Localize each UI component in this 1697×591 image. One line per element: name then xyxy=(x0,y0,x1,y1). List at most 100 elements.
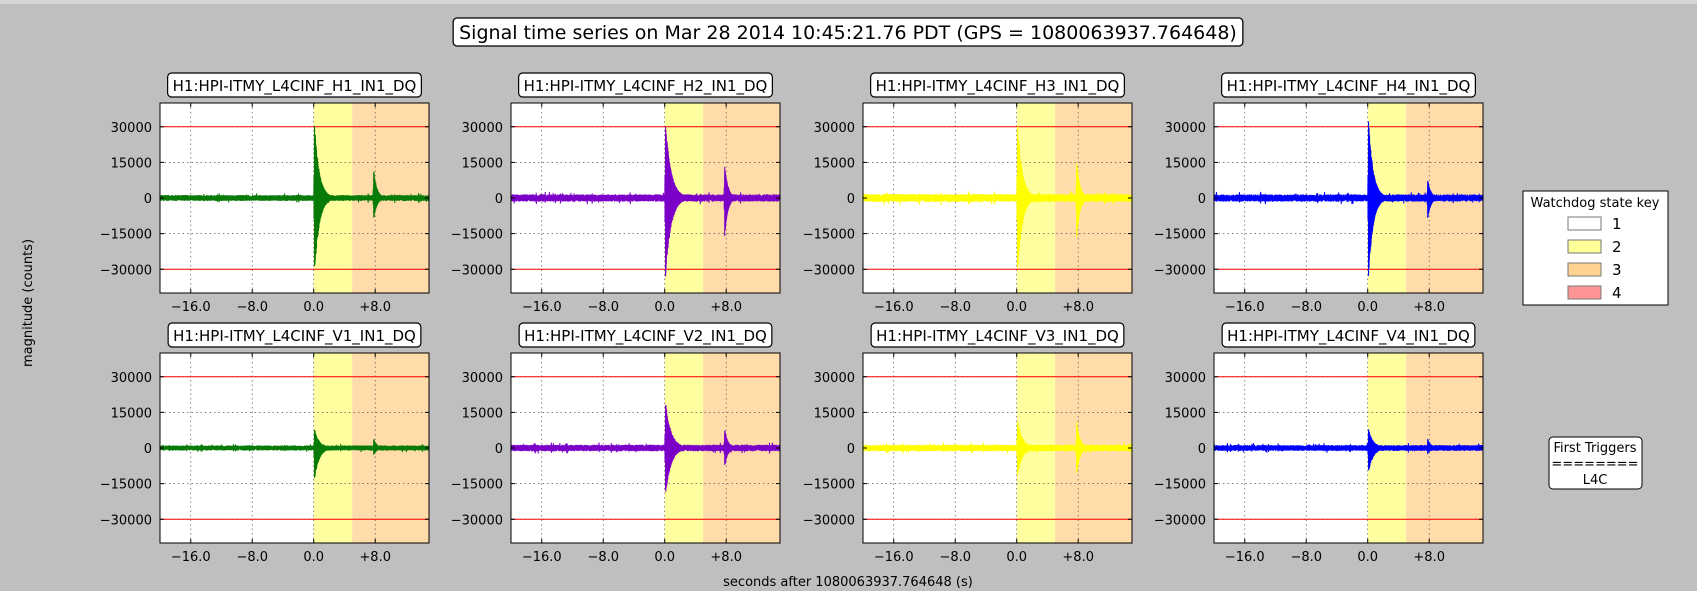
x-tick-label: −16.0 xyxy=(522,550,562,565)
legend-swatch-3 xyxy=(1567,262,1602,277)
first-triggers-box xyxy=(1548,436,1643,490)
y-tick-label: −15000 xyxy=(1154,478,1206,493)
x-tick-label: +8.0 xyxy=(1062,550,1094,565)
x-tick-label: −8.0 xyxy=(236,300,268,315)
watchdog-legend: Watchdog state key 1 2 3 4 xyxy=(1522,190,1669,306)
signal-trace xyxy=(510,405,781,492)
x-tick-label: 0.0 xyxy=(303,550,324,565)
y-tick-label: 15000 xyxy=(814,406,855,421)
panel-title-box xyxy=(1221,322,1476,348)
legend-swatch-1 xyxy=(1567,216,1602,231)
y-tick-label: −15000 xyxy=(100,228,152,243)
y-tick-label: 30000 xyxy=(1165,121,1206,136)
signal-trace xyxy=(159,125,430,267)
legend-label: 4 xyxy=(1612,284,1622,302)
y-tick-label: 30000 xyxy=(814,371,855,386)
first-triggers-divider: ======== xyxy=(1551,457,1638,472)
panel: −16.0 −8.0 0.0 +8.0 30000 15000 0 −15000 −30000 H… xyxy=(100,322,430,565)
x-tick-label: +8.0 xyxy=(710,550,742,565)
y-tick-label: 15000 xyxy=(814,156,855,171)
y-tick-label: 15000 xyxy=(1165,406,1206,421)
figure-title: Signal time series on Mar 28 2014 10:45:… xyxy=(459,22,1237,44)
panel: −16.0 −8.0 0.0 +8.0 30000 15000 0 −15000 −30000 H… xyxy=(1154,72,1484,315)
y-tick-label: 0 xyxy=(495,192,503,207)
x-tick-label: +8.0 xyxy=(1413,550,1445,565)
title-box xyxy=(452,17,1244,47)
panel-title-box xyxy=(167,322,422,348)
signal-trace xyxy=(862,421,1133,476)
x-tick-label: 0.0 xyxy=(1006,550,1027,565)
x-tick-label: +8.0 xyxy=(1413,300,1445,315)
panel-title: H1:HPI-ITMY_L4CINF_V3_IN1_DQ xyxy=(876,327,1119,346)
y-tick-label: −30000 xyxy=(451,513,503,528)
panel-title-box xyxy=(518,322,773,348)
panel-title-box xyxy=(870,72,1125,98)
y-tick-label: 30000 xyxy=(111,121,152,136)
panel: −16.0 −8.0 0.0 +8.0 30000 15000 0 −15000 −30000 H… xyxy=(1154,322,1484,565)
x-tick-label: 0.0 xyxy=(654,550,675,565)
y-tick-label: 30000 xyxy=(111,371,152,386)
legend-swatch-4 xyxy=(1567,285,1602,300)
y-tick-label: −30000 xyxy=(803,513,855,528)
x-tick-label: −8.0 xyxy=(939,550,971,565)
x-tick-label: +8.0 xyxy=(710,300,742,315)
y-tick-label: 0 xyxy=(847,442,855,457)
signal-trace xyxy=(862,126,1133,268)
panel: −16.0 −8.0 0.0 +8.0 30000 15000 0 −15000 −30000 H… xyxy=(803,322,1133,565)
x-tick-label: −16.0 xyxy=(1225,300,1265,315)
panel-title: H1:HPI-ITMY_L4CINF_H2_IN1_DQ xyxy=(524,77,768,96)
signal-trace xyxy=(1213,429,1484,471)
panel-title: H1:HPI-ITMY_L4CINF_V4_IN1_DQ xyxy=(1227,327,1470,346)
x-tick-label: −16.0 xyxy=(171,300,211,315)
panel-title: H1:HPI-ITMY_L4CINF_H4_IN1_DQ xyxy=(1227,77,1471,96)
panel: −16.0 −8.0 0.0 +8.0 30000 15000 0 −15000 −30000 H… xyxy=(803,72,1133,315)
y-tick-label: 0 xyxy=(144,192,152,207)
y-tick-label: −15000 xyxy=(1154,228,1206,243)
x-tick-label: −16.0 xyxy=(171,550,211,565)
y-tick-label: 30000 xyxy=(462,121,503,136)
legend-swatch-2 xyxy=(1567,239,1602,254)
panel-title-box xyxy=(1221,72,1476,98)
x-tick-label: −16.0 xyxy=(522,300,562,315)
y-axis-label: magnitude (counts) xyxy=(21,239,36,367)
signal-trace xyxy=(510,126,781,277)
legend-label: 1 xyxy=(1612,215,1622,233)
y-tick-label: −15000 xyxy=(100,478,152,493)
x-tick-label: −8.0 xyxy=(587,550,619,565)
y-tick-label: 30000 xyxy=(462,371,503,386)
x-tick-label: −8.0 xyxy=(587,300,619,315)
x-tick-label: −8.0 xyxy=(1290,550,1322,565)
legend-label: 3 xyxy=(1612,261,1622,279)
x-tick-label: +8.0 xyxy=(359,550,391,565)
x-tick-label: +8.0 xyxy=(1062,300,1094,315)
y-tick-label: −15000 xyxy=(803,228,855,243)
y-tick-label: −30000 xyxy=(451,263,503,278)
x-tick-label: −8.0 xyxy=(236,550,268,565)
y-tick-label: −15000 xyxy=(451,228,503,243)
panel: −16.0 −8.0 0.0 +8.0 30000 15000 0 −15000 −30000 H… xyxy=(451,72,781,315)
panel: −16.0 −8.0 0.0 +8.0 30000 15000 0 −15000 −30000 H… xyxy=(100,72,430,315)
y-tick-label: 30000 xyxy=(1165,371,1206,386)
x-tick-label: 0.0 xyxy=(303,300,324,315)
x-tick-label: +8.0 xyxy=(359,300,391,315)
y-tick-label: −30000 xyxy=(100,263,152,278)
y-tick-label: 15000 xyxy=(1165,156,1206,171)
x-tick-label: −16.0 xyxy=(1225,550,1265,565)
x-tick-label: −16.0 xyxy=(874,550,914,565)
panel-title: H1:HPI-ITMY_L4CINF_H3_IN1_DQ xyxy=(876,77,1120,96)
x-axis-label: seconds after 1080063937.764648 (s) xyxy=(723,575,973,590)
first-triggers-value: L4C xyxy=(1583,473,1608,488)
first-triggers: First Triggers========L4C xyxy=(1548,436,1643,490)
y-tick-label: 15000 xyxy=(111,406,152,421)
x-tick-label: −16.0 xyxy=(874,300,914,315)
panel-title-box xyxy=(167,72,422,98)
y-tick-label: −15000 xyxy=(803,478,855,493)
y-tick-label: −30000 xyxy=(100,513,152,528)
y-tick-label: 15000 xyxy=(462,406,503,421)
top-strip xyxy=(0,0,1697,4)
x-tick-label: 0.0 xyxy=(654,300,675,315)
y-tick-label: 15000 xyxy=(111,156,152,171)
y-tick-label: −30000 xyxy=(1154,513,1206,528)
y-tick-label: −15000 xyxy=(451,478,503,493)
